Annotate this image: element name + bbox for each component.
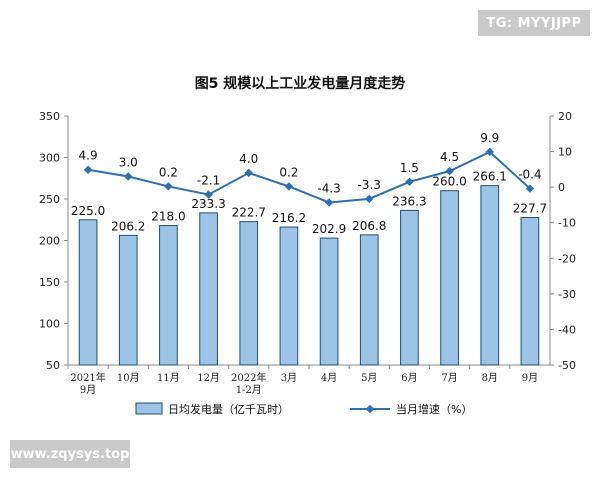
legend-line-marker xyxy=(365,404,375,414)
line-point xyxy=(445,166,454,176)
legend-bar-label: 日均发电量（亿千瓦时） xyxy=(168,402,289,416)
bar-value-label: 218.0 xyxy=(151,210,185,224)
line-value-label: 9.9 xyxy=(480,131,499,145)
x-tick-label: 2022年 1-2月 xyxy=(231,371,266,396)
bar xyxy=(440,190,459,366)
watermark-website: www.zqysys.top xyxy=(10,440,130,468)
line-value-label: -4.3 xyxy=(317,181,340,195)
line-point xyxy=(405,177,414,187)
growth-line xyxy=(87,150,531,204)
x-tick-label: 3月 xyxy=(281,372,297,384)
bar xyxy=(118,234,138,366)
left-tick-label: 350 xyxy=(39,110,60,123)
right-tick-label: -40 xyxy=(558,323,576,336)
line-value-label: 3.0 xyxy=(119,155,138,169)
legend: 日均发电量（亿千瓦时） 当月增速（%） xyxy=(135,402,472,416)
bar xyxy=(159,225,178,366)
bar xyxy=(480,185,500,366)
left-tick-label: 250 xyxy=(39,193,60,206)
line-point xyxy=(485,147,494,157)
line-value-label: -3.3 xyxy=(358,178,381,192)
x-tick-label: 12月 xyxy=(197,372,220,384)
bar-value-label: 206.2 xyxy=(111,219,145,233)
bar-value-label: 236.3 xyxy=(392,194,426,208)
line-value-label: 1.5 xyxy=(400,161,419,175)
bar xyxy=(359,234,379,366)
line-point xyxy=(284,182,294,191)
bar xyxy=(239,221,259,366)
bar xyxy=(199,212,218,366)
bar-value-label: 216.2 xyxy=(272,211,306,225)
x-tick-label: 10月 xyxy=(117,372,140,384)
axes: 50 100 150 200 250 300 350 -50 -40 -30 -20 -10 0 10 20… xyxy=(39,110,576,396)
right-tick-label: 20 xyxy=(558,110,572,123)
bar xyxy=(400,209,419,366)
left-tick-label: 50 xyxy=(46,359,60,372)
right-tick-label: -50 xyxy=(558,359,576,372)
line-point xyxy=(83,165,93,174)
line-value-label: 0.2 xyxy=(159,165,178,179)
legend-bar-swatch xyxy=(135,402,163,415)
line-point xyxy=(204,190,213,199)
left-tick-label: 100 xyxy=(39,318,60,331)
bar xyxy=(319,237,339,366)
line-point xyxy=(124,172,133,181)
x-tick-label: 11月 xyxy=(157,372,180,384)
bar-series: 225.0 206.2 218.0 233.3 222.7 216.2 202.9 206.8… xyxy=(71,170,547,366)
right-tick-label: -20 xyxy=(558,252,576,265)
line-value-label: 0.2 xyxy=(279,165,298,179)
bar-value-label: 202.9 xyxy=(312,222,346,236)
x-tick-label: 4月 xyxy=(321,372,337,384)
legend-line-label: 当月增速（%） xyxy=(396,402,472,416)
x-tick-label: 9月 xyxy=(522,372,538,384)
bar-value-label: 227.7 xyxy=(513,202,547,216)
right-tick-label: -10 xyxy=(558,217,576,230)
x-tick-label: 5月 xyxy=(361,372,377,384)
bar xyxy=(78,219,98,366)
line-value-label: -2.1 xyxy=(197,174,220,188)
right-tick-label: 0 xyxy=(558,181,565,194)
left-tick-label: 200 xyxy=(39,235,60,248)
bar-value-label: 206.8 xyxy=(352,219,386,233)
bar-value-label: 222.7 xyxy=(232,206,266,220)
x-tick-label: 2021年 9月 xyxy=(70,371,105,396)
x-tick-label: 6月 xyxy=(401,372,417,384)
bar-value-label: 260.0 xyxy=(432,175,466,189)
watermark-telegram: TG: MYYJJPP xyxy=(478,10,590,36)
line-value-label: 4.0 xyxy=(239,152,258,166)
line-value-label: 4.9 xyxy=(79,149,98,163)
bar-value-label: 266.1 xyxy=(473,170,507,184)
left-tick-label: 150 xyxy=(39,276,60,289)
line-value-label: 4.5 xyxy=(440,150,459,164)
bar xyxy=(279,226,299,366)
x-tick-label: 8月 xyxy=(482,372,498,384)
bar-value-label: 225.0 xyxy=(71,204,105,218)
right-tick-label: 10 xyxy=(558,146,572,159)
chart-title: 图5 规模以上工业发电量月度走势 xyxy=(195,75,406,92)
right-tick-label: -30 xyxy=(558,288,576,301)
line-point xyxy=(244,168,253,178)
line-point xyxy=(324,198,334,207)
x-tick-label: 7月 xyxy=(441,372,457,384)
line-value-label: -0.4 xyxy=(518,168,541,182)
line-point xyxy=(365,194,374,204)
left-tick-label: 300 xyxy=(39,152,60,165)
line-point xyxy=(164,182,173,191)
bar xyxy=(520,217,540,366)
line-series: 4.9 3.0 0.2 -2.1 4.0 0.2 -4.3 -3.3 1.5 4.5 9.9 -0.4 xyxy=(79,131,542,207)
bar-value-label: 233.3 xyxy=(191,197,225,211)
